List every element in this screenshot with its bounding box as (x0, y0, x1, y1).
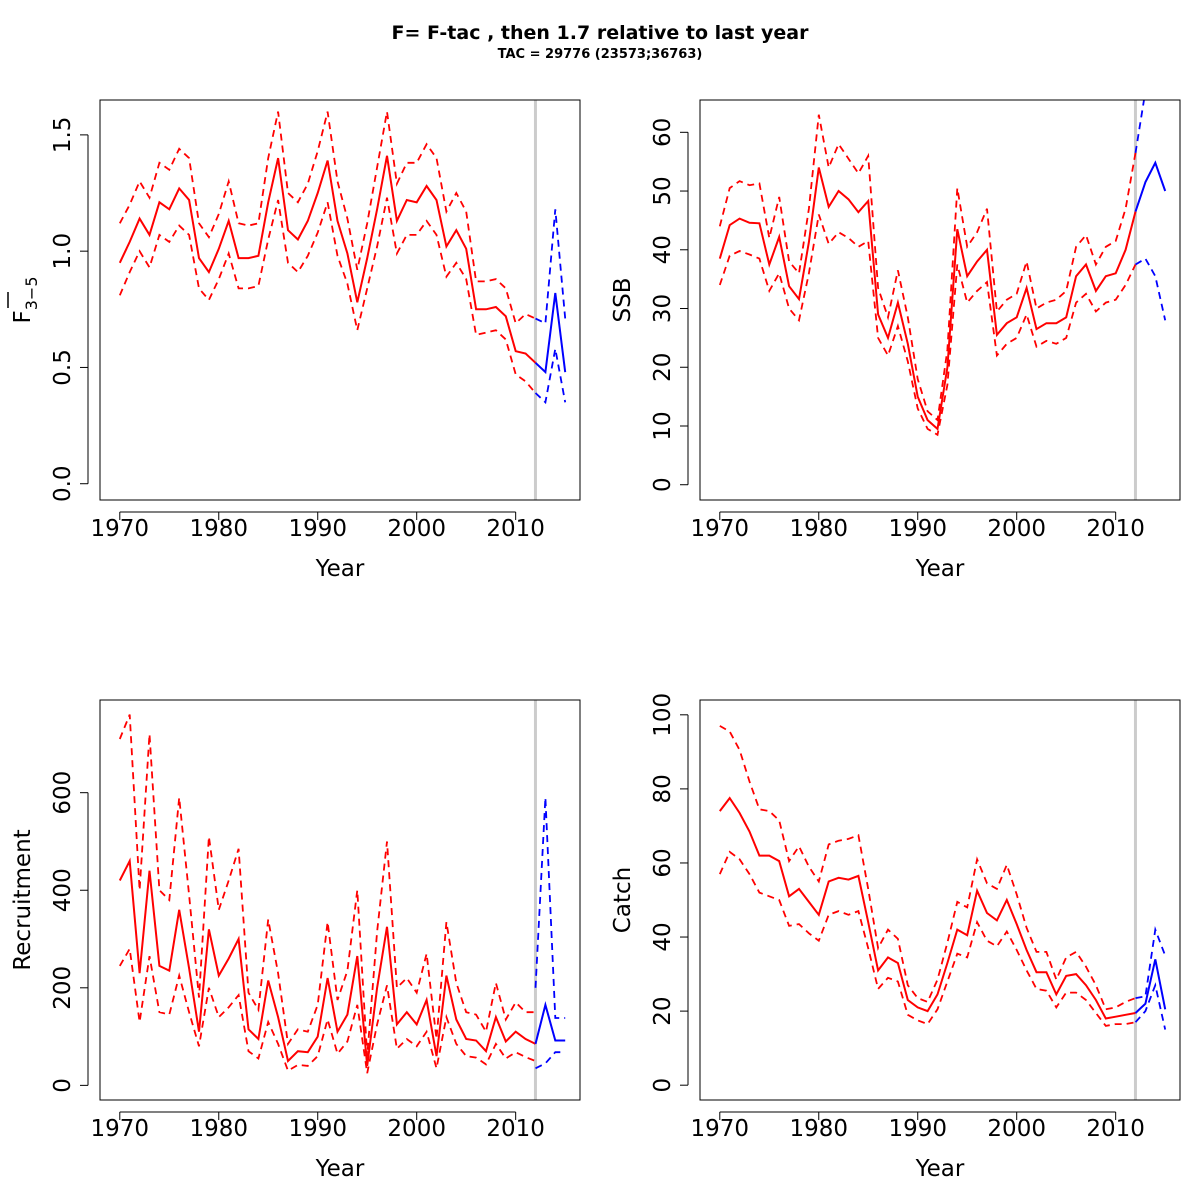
y-tick-label: 1.5 (50, 117, 76, 154)
chart-title: F= F-tac , then 1.7 relative to last yea… (391, 22, 809, 44)
x-tick-label: 2010 (1086, 516, 1145, 542)
y-tick-label: 40 (650, 922, 676, 951)
x-axis-label: Year (315, 1156, 365, 1182)
x-tick-label: 1980 (189, 1116, 248, 1142)
x-tick-label: 2000 (387, 1116, 446, 1142)
y-tick-label: 20 (650, 353, 676, 382)
y-axis-label: SSB (610, 278, 636, 323)
y-axis-label: Recruitment (10, 829, 36, 970)
historic-lower-line (718, 850, 1136, 1027)
x-axis-label: Year (315, 556, 365, 582)
y-tick-label: 50 (650, 176, 676, 205)
x-tick-label: 1990 (888, 516, 947, 542)
y-tick-label: 100 (650, 693, 676, 737)
mean-f-panel: 1970 1980 1990 2000 2010 Year 0.0 0.5 1.0 1.5 F3−5 (7, 99, 581, 582)
y-tick-label: 200 (50, 966, 76, 1010)
catch-panel: 1970 1980 1990 2000 2010 Year 0 20 40 60 80 100 Catc… (610, 693, 1181, 1182)
y-tick-label: 80 (650, 774, 676, 803)
forecast-estimate-line (1134, 959, 1167, 1014)
y-tick-label: 60 (650, 118, 676, 147)
x-tick-label: 1980 (789, 1116, 848, 1142)
x-tick-label: 2000 (387, 516, 446, 542)
historic-estimate-line (118, 155, 537, 364)
historic-lower-line (119, 946, 536, 1074)
plot-frame (99, 99, 581, 501)
y-tick-label: 1.0 (50, 233, 76, 270)
x-axis-label: Year (915, 1156, 965, 1182)
plot-area (718, 100, 1167, 500)
x-tick-label: 2010 (1086, 1116, 1145, 1142)
plot-frame (699, 99, 1181, 501)
y-axis-label: F3−5 (10, 277, 41, 324)
x-tick-label: 2000 (987, 516, 1046, 542)
x-tick-label: 1970 (91, 516, 150, 542)
forecast-lower-line (1134, 982, 1167, 1030)
historic-estimate-line (718, 167, 1137, 431)
x-tick-label: 1990 (888, 1116, 947, 1142)
x-tick-label: 1980 (789, 516, 848, 542)
historic-lower-line (718, 214, 1137, 437)
y-tick-label: 20 (650, 996, 676, 1025)
forecast-upper-line (535, 209, 567, 325)
historic-upper-line (119, 111, 536, 325)
forecast-estimate-line (1134, 160, 1167, 212)
y-tick-label: 600 (50, 771, 76, 815)
x-tick-label: 2010 (486, 1116, 545, 1142)
forecast-lower-line (534, 348, 567, 405)
plot-area (718, 700, 1167, 1100)
y-tick-label: 400 (50, 868, 76, 912)
forecast-estimate-line (534, 1001, 566, 1045)
x-tick-label: 1980 (189, 516, 248, 542)
y-tick-label: 30 (650, 294, 676, 323)
recruitment-panel: 1970 1980 1990 2000 2010 Year 0 200 400 600 Recrui… (10, 699, 581, 1182)
forecast-lower-line (535, 1051, 566, 1070)
y-tick-label: 40 (650, 235, 676, 264)
x-tick-label: 1970 (691, 516, 750, 542)
ssb-panel: 1970 1980 1990 2000 2010 Year 0 10 20 30 40 50 60 SSB (610, 99, 1181, 582)
plot-area (118, 700, 566, 1100)
y-tick-label: 0.5 (50, 349, 76, 386)
y-tick-label: 0.0 (50, 465, 76, 502)
y-axis-label: Catch (610, 867, 636, 933)
y-tick-label: 0 (50, 1078, 76, 1093)
x-tick-label: 2000 (987, 1116, 1046, 1142)
plot-frame (699, 699, 1181, 1101)
x-tick-label: 1990 (288, 1116, 347, 1142)
forecast-lower-line (1135, 257, 1167, 321)
x-tick-label: 1970 (691, 1116, 750, 1142)
forecast-estimate-line (534, 292, 567, 375)
y-axis-label-main: F (10, 310, 36, 323)
x-tick-label: 1990 (288, 516, 347, 542)
forecast-upper-line (534, 797, 566, 1019)
x-axis-label: Year (915, 556, 965, 582)
x-tick-label: 1970 (91, 1116, 150, 1142)
forecast-upper-line (1134, 100, 1145, 154)
x-tick-label: 2010 (486, 516, 545, 542)
historic-estimate-line (118, 857, 536, 1067)
plot-frame (99, 699, 581, 1101)
forecast-upper-line (1135, 926, 1167, 999)
y-tick-label: 60 (650, 848, 676, 877)
historic-upper-line (718, 114, 1137, 422)
y-tick-label: 0 (650, 477, 676, 492)
y-axis-label-subscript: 3−5 (22, 277, 41, 311)
historic-upper-line (719, 725, 1136, 1011)
historic-lower-line (118, 197, 537, 394)
y-tick-label: 10 (650, 411, 676, 440)
chart-subtitle: TAC = 29776 (23573;36763) (497, 47, 703, 62)
historic-upper-line (118, 714, 536, 1057)
plot-area (118, 100, 567, 500)
y-tick-label: 0 (650, 1078, 676, 1093)
historic-estimate-line (719, 796, 1136, 1020)
